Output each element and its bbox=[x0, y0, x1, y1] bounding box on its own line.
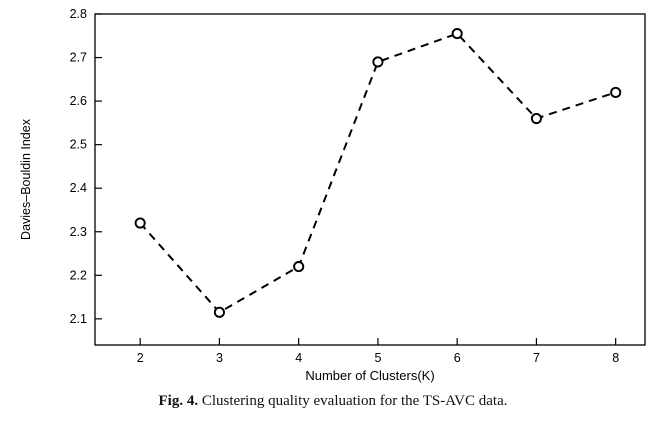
x-tick-label: 8 bbox=[612, 351, 619, 365]
data-point-marker bbox=[530, 112, 542, 125]
y-axis-label: Davies–Bouldin Index bbox=[19, 118, 33, 240]
x-tick-label: 2 bbox=[137, 351, 144, 365]
y-tick-label: 2.3 bbox=[70, 225, 87, 239]
y-tick-label: 2.4 bbox=[70, 181, 87, 195]
x-tick-label: 3 bbox=[216, 351, 223, 365]
davies-bouldin-chart: 2.1 2.2 2.3 2.4 2.5 2.6 2.7 2.8 2 3 4 5 6 7 8 Davies–Bo… bbox=[19, 7, 646, 383]
plot-border bbox=[94, 13, 646, 346]
y-tick-label: 2.5 bbox=[70, 138, 87, 152]
x-tick-label: 6 bbox=[454, 351, 461, 365]
data-point-marker bbox=[372, 56, 384, 68]
data-point-marker bbox=[134, 217, 146, 229]
data-point-marker bbox=[451, 28, 463, 40]
y-tick-label: 2.2 bbox=[70, 268, 87, 282]
data-point-marker bbox=[610, 86, 622, 98]
data-line bbox=[139, 32, 616, 314]
y-tick-label: 2.7 bbox=[70, 51, 87, 65]
y-tick-label: 2.6 bbox=[70, 94, 87, 108]
x-tick-label: 4 bbox=[295, 351, 302, 365]
data-point-marker bbox=[293, 261, 305, 273]
data-point-marker bbox=[213, 306, 225, 318]
x-tick-label: 7 bbox=[533, 351, 540, 365]
y-tick-label: 2.1 bbox=[70, 312, 87, 326]
figure-caption-text: Clustering quality evaluation for the TS… bbox=[198, 393, 508, 409]
x-axis-label: Number of Clusters(K) bbox=[305, 368, 434, 383]
figure-caption-label: Fig. 4. bbox=[158, 393, 199, 409]
y-tick-label: 2.8 bbox=[70, 7, 87, 21]
x-tick-label: 5 bbox=[374, 351, 381, 365]
figure-caption: Fig. 4. Clustering quality evaluation fo… bbox=[0, 393, 666, 410]
line-chart-svg: 2.1 2.2 2.3 2.4 2.5 2.6 2.7 2.8 2 3 4 5 6 7 8 Davies–Bo… bbox=[19, 7, 646, 383]
